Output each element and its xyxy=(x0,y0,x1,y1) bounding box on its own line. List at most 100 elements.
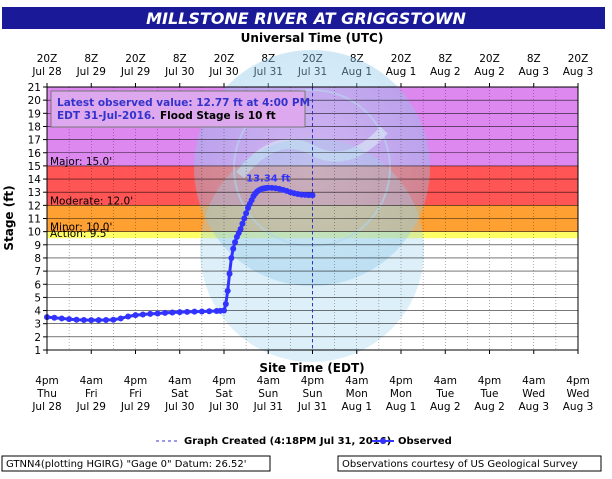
observed-point xyxy=(176,309,183,316)
top-tick-date: Aug 1 xyxy=(386,66,417,78)
observed-point xyxy=(226,270,233,277)
footer-left-box xyxy=(1,455,271,472)
legend-observed-marker xyxy=(380,438,386,444)
latest-value-box: Latest observed value: 12.77 ft at 4:00 … xyxy=(50,90,310,128)
observed-point xyxy=(239,220,246,227)
bottom-tick-time: 4am xyxy=(168,375,191,387)
observed-point xyxy=(95,317,102,324)
bottom-tick-day: Fri xyxy=(129,388,142,400)
top-tick-date: Aug 2 xyxy=(430,66,461,78)
latest-value-text: Latest observed value: 12.77 ft at 4:00 … xyxy=(57,97,310,109)
observed-point xyxy=(221,307,227,314)
plot-area: Major: 15.0'Moderate: 12.0'Minor: 10.0'A… xyxy=(44,50,579,362)
top-tick-date: Aug 2 xyxy=(474,66,505,78)
y-tick-label: 15 xyxy=(28,161,41,173)
flood-stage-note: Flood Stage is 10 ft xyxy=(160,110,276,122)
y-tick-label: 20 xyxy=(28,95,41,107)
threshold-label: Action: 9.5' xyxy=(50,228,109,240)
top-tick-date: Jul 28 xyxy=(31,66,61,78)
top-tick-hour: 20Z xyxy=(214,53,235,65)
bottom-tick-day: Thu xyxy=(36,388,57,400)
legend: Graph Created (4:18PM Jul 31, 2016) Obse… xyxy=(156,436,452,447)
top-tick-hour: 20Z xyxy=(479,53,500,65)
top-tick-hour: 8Z xyxy=(173,53,187,65)
bottom-tick-time: 4pm xyxy=(389,375,413,387)
bottom-tick-day: Mon xyxy=(346,388,368,400)
y-tick-label: 3 xyxy=(34,319,41,331)
top-tick-hour: 8Z xyxy=(527,53,541,65)
bottom-tick-date: Jul 31 xyxy=(253,401,283,413)
bottom-tick-day: Sun xyxy=(258,388,278,400)
top-tick-hour: 20Z xyxy=(568,53,589,65)
top-tick-date: Jul 30 xyxy=(164,66,194,78)
top-tick-hour: 20Z xyxy=(391,53,412,65)
title-bar xyxy=(2,7,605,29)
y-tick-label: 4 xyxy=(34,306,41,318)
y-tick-label: 14 xyxy=(28,174,42,186)
bottom-tick-date: Aug 1 xyxy=(386,401,417,413)
peak-label: 13.34 ft xyxy=(246,174,290,185)
bottom-tick-date: Jul 29 xyxy=(76,401,106,413)
observed-point xyxy=(191,308,198,315)
x-axis-label: Site Time (EDT) xyxy=(259,361,364,375)
top-tick-hour: 8Z xyxy=(84,53,98,65)
bottom-tick-day: Tue xyxy=(435,388,454,400)
threshold-label: Moderate: 12.0' xyxy=(50,195,133,207)
observed-point xyxy=(230,245,237,252)
top-axis-title: Universal Time (UTC) xyxy=(241,31,384,45)
observed-point xyxy=(243,210,250,217)
observed-point xyxy=(198,308,205,315)
footer-datum: GTNN4(plotting HGIRG) "Gage 0" Datum: 26… xyxy=(6,459,247,470)
bottom-tick-date: Aug 2 xyxy=(474,401,505,413)
observed-point xyxy=(241,215,248,222)
y-tick-label: 2 xyxy=(34,332,41,344)
y-tick-label: 19 xyxy=(28,108,41,120)
top-tick-date: Jul 29 xyxy=(76,66,106,78)
top-tick-hour: 20Z xyxy=(125,53,146,65)
latest-value-date: EDT 31-Jul-2016. xyxy=(57,110,155,122)
y-tick-label: 9 xyxy=(34,240,41,252)
observed-point xyxy=(132,312,139,319)
observed-point xyxy=(169,309,176,316)
top-tick-date: Jul 30 xyxy=(208,66,238,78)
threshold-label: Minor: 10.0' xyxy=(50,222,112,234)
observed-point xyxy=(224,287,231,294)
observed-point xyxy=(228,254,235,261)
top-tick-hour: 20Z xyxy=(37,53,58,65)
observed-point xyxy=(125,313,132,320)
observed-point xyxy=(73,316,80,323)
bottom-tick-time: 4pm xyxy=(566,375,590,387)
observed-point xyxy=(88,317,95,324)
observed-point xyxy=(139,311,146,318)
observed-point xyxy=(51,314,58,321)
bottom-tick-time: 4am xyxy=(80,375,103,387)
observed-point xyxy=(237,226,244,233)
observed-point xyxy=(309,192,316,199)
observed-point xyxy=(103,317,109,324)
observed-point xyxy=(162,309,168,316)
bottom-tick-date: Aug 3 xyxy=(518,401,549,413)
y-tick-label: 6 xyxy=(34,279,41,291)
y-tick-label: 17 xyxy=(28,135,41,147)
observed-point xyxy=(58,315,65,322)
top-tick-hour: 8Z xyxy=(438,53,452,65)
bottom-tick-day: Sat xyxy=(215,388,232,400)
observed-point xyxy=(232,239,239,246)
observed-series xyxy=(44,184,316,324)
bottom-tick-day: Wed xyxy=(567,388,590,400)
bottom-tick-date: Jul 28 xyxy=(31,401,61,413)
bottom-tick-date: Jul 31 xyxy=(297,401,327,413)
top-tick-date: Aug 3 xyxy=(563,66,594,78)
bottom-tick-date: Aug 2 xyxy=(430,401,461,413)
bottom-tick-time: 4pm xyxy=(35,375,59,387)
bottom-tick-day: Tue xyxy=(480,388,499,400)
legend-observed: Observed xyxy=(398,436,452,447)
bottom-tick-date: Aug 3 xyxy=(563,401,594,413)
top-tick-date: Jul 29 xyxy=(120,66,150,78)
observed-point xyxy=(110,316,117,323)
observed-point xyxy=(117,315,124,322)
y-tick-label: 10 xyxy=(28,227,41,239)
